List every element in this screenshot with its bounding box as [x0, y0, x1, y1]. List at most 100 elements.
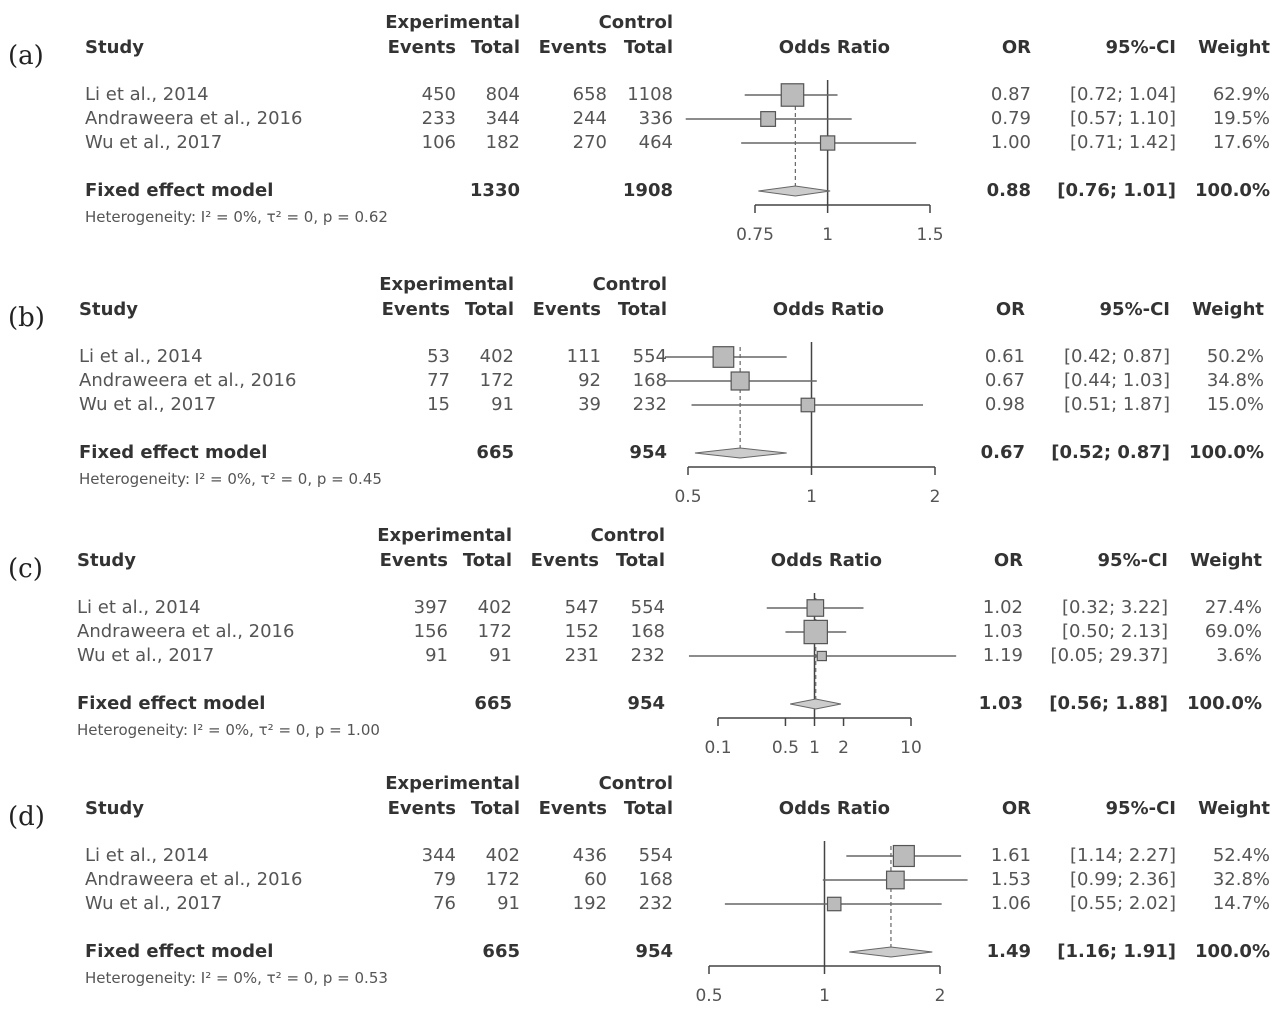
- study-square-marker: [819, 135, 836, 151]
- ctrl-total: 232: [632, 394, 667, 415]
- exp-events: 77: [427, 370, 450, 391]
- pooled-ctrl-total: 954: [627, 693, 665, 714]
- panel-label: (b): [8, 303, 45, 333]
- weight-value: 34.8%: [1206, 370, 1264, 391]
- exp-events: 15: [427, 394, 450, 415]
- forest-plot-area: 0.5 1 2: [695, 841, 968, 1006]
- or-value: 0.67: [984, 370, 1025, 391]
- x-tick-label: 0.5: [772, 738, 799, 758]
- forest-plot-area: 0.5 1 2: [665, 342, 940, 507]
- header-ctrl-events: Events: [538, 798, 607, 819]
- header-experimental: Experimental: [377, 525, 512, 546]
- study-square-marker: [730, 371, 750, 391]
- exp-events: 344: [421, 845, 456, 866]
- study-square-marker: [885, 870, 905, 890]
- header-or: OR: [1001, 37, 1031, 58]
- weight-value: 69.0%: [1204, 621, 1262, 642]
- header-control: Control: [590, 525, 665, 546]
- x-tick-label: 1: [819, 986, 830, 1006]
- pooled-exp-total: 665: [482, 941, 520, 962]
- weight-value: 50.2%: [1206, 346, 1264, 367]
- weight-value: 14.7%: [1212, 893, 1270, 914]
- ctrl-events: 244: [572, 108, 607, 129]
- weight-value: 62.9%: [1212, 84, 1270, 105]
- or-value: 1.06: [990, 893, 1031, 914]
- pooled-weight: 100.0%: [1195, 180, 1270, 201]
- ctrl-events: 60: [584, 869, 607, 890]
- header-ctrl-total: Total: [617, 299, 667, 320]
- study-name: Andraweera et al., 2016: [85, 108, 303, 129]
- forest-panel: (d) Study Experimental Control Events Total Ev…: [0, 761, 1280, 1011]
- exp-total: 344: [485, 108, 520, 129]
- pooled-ci: [1.16; 1.91]: [1057, 941, 1176, 962]
- or-value: 0.79: [990, 108, 1031, 129]
- header-or: OR: [995, 299, 1025, 320]
- exp-events: 91: [425, 645, 448, 666]
- ctrl-total: 1108: [627, 84, 673, 105]
- header-weight: Weight: [1192, 299, 1264, 320]
- ctrl-total: 336: [638, 108, 673, 129]
- pooled-exp-total: 665: [474, 693, 512, 714]
- ctrl-total: 554: [632, 346, 667, 367]
- ctrl-total: 168: [630, 621, 665, 642]
- weight-value: 19.5%: [1212, 108, 1270, 129]
- ctrl-total: 168: [632, 370, 667, 391]
- ci-value: [1.14; 2.27]: [1070, 845, 1176, 866]
- header-exp-events: Events: [379, 550, 448, 571]
- header-study: Study: [79, 299, 139, 320]
- ctrl-events: 192: [572, 893, 607, 914]
- ctrl-total: 232: [638, 893, 673, 914]
- ctrl-total: 554: [630, 597, 665, 618]
- exp-total: 91: [497, 893, 520, 914]
- header-ctrl-events: Events: [532, 299, 601, 320]
- or-value: 1.00: [990, 132, 1031, 153]
- ci-value: [0.55; 2.02]: [1070, 893, 1176, 914]
- exp-total: 804: [485, 84, 520, 105]
- forest-panel: (b) Study Experimental Control Events Total Ev…: [0, 262, 1280, 512]
- pooled-diamond: [758, 185, 831, 197]
- exp-events: 106: [421, 132, 456, 153]
- weight-value: 27.4%: [1204, 597, 1262, 618]
- pooled-weight: 100.0%: [1195, 941, 1270, 962]
- x-tick-label: 0.5: [695, 986, 722, 1006]
- study-square-marker: [892, 844, 915, 868]
- x-tick-label: 2: [838, 738, 849, 758]
- ctrl-events: 270: [572, 132, 607, 153]
- header-ctrl-total: Total: [615, 550, 665, 571]
- header-ctrl-events: Events: [530, 550, 599, 571]
- study-name: Wu et al., 2017: [79, 394, 217, 415]
- exp-total: 172: [485, 869, 520, 890]
- panel-label: (a): [8, 41, 44, 71]
- study-name: Wu et al., 2017: [85, 893, 223, 914]
- header-control: Control: [598, 12, 673, 33]
- exp-total: 402: [477, 597, 512, 618]
- study-name: Andraweera et al., 2016: [77, 621, 295, 642]
- or-value: 1.61: [990, 845, 1031, 866]
- heterogeneity-text: Heterogeneity: I² = 0%, τ² = 0, p = 0.45: [79, 470, 382, 488]
- study-square-marker: [803, 619, 828, 645]
- ctrl-events: 231: [564, 645, 599, 666]
- ci-value: [0.99; 2.36]: [1070, 869, 1176, 890]
- exp-events: 53: [427, 346, 450, 367]
- ctrl-total: 554: [638, 845, 673, 866]
- header-or: OR: [993, 550, 1023, 571]
- ctrl-total: 168: [638, 869, 673, 890]
- pooled-exp-total: 1330: [469, 180, 520, 201]
- study-square-marker: [800, 397, 816, 413]
- pooled-ctrl-total: 954: [629, 442, 667, 463]
- header-exp-events: Events: [387, 798, 456, 819]
- pooled-ci: [0.76; 1.01]: [1057, 180, 1176, 201]
- or-value: 1.02: [982, 597, 1023, 618]
- x-tick-label: 2: [935, 986, 946, 1006]
- header-ci: 95%-CI: [1097, 550, 1168, 571]
- header-control: Control: [598, 773, 673, 794]
- exp-total: 402: [479, 346, 514, 367]
- weight-value: 15.0%: [1206, 394, 1264, 415]
- ci-value: [0.44; 1.03]: [1064, 370, 1170, 391]
- exp-events: 233: [421, 108, 456, 129]
- ci-value: [0.57; 1.10]: [1070, 108, 1176, 129]
- header-weight: Weight: [1198, 798, 1270, 819]
- forest-plot-area: 0.1 0.5 1 2 10: [688, 593, 957, 758]
- pooled-ctrl-total: 1908: [622, 180, 673, 201]
- or-value: 1.03: [982, 621, 1023, 642]
